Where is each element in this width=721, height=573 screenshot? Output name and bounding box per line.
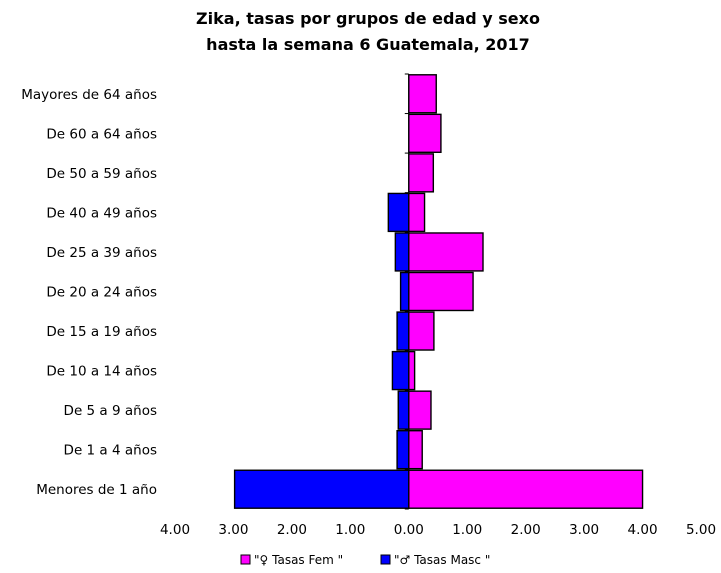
x-tick-label: 4.00 — [628, 522, 658, 538]
male-bar-5 — [399, 271, 410, 312]
chart-title-line-2: hasta la semana 6 Guatemala, 2017 — [206, 35, 530, 54]
legend-swatch — [240, 554, 251, 565]
male-bar-6 — [394, 232, 410, 272]
x-tick-label: 3.00 — [569, 522, 599, 538]
x-tick-label: 1.00 — [452, 522, 482, 538]
category-label: De 20 a 24 años — [46, 285, 157, 301]
female-bar-1 — [408, 430, 423, 470]
category-label: De 25 a 39 años — [46, 245, 157, 261]
male-bar-3 — [391, 350, 410, 391]
category-label: De 60 a 64 años — [46, 126, 157, 142]
female-bar-6 — [408, 232, 484, 272]
x-tick-label: 1.00 — [335, 522, 365, 538]
category-label: De 1 a 4 años — [64, 443, 157, 459]
legend-swatch — [380, 554, 391, 565]
female-bar-5 — [408, 271, 474, 312]
x-tick-label: 5.00 — [686, 522, 716, 538]
category-labels: Menores de 1 año De 1 a 4 años De 5 a 9 añ… — [21, 87, 157, 498]
male-bar-1 — [396, 430, 410, 470]
female-bar-2 — [408, 390, 432, 430]
bars-group — [233, 74, 644, 509]
female-bar-8 — [408, 153, 435, 193]
tick-labels: 4.00 3.00 2.00 1.00 0.00 1.00 2.00 3.00 4.00 5.00 — [160, 522, 716, 538]
category-label: Menores de 1 año — [36, 482, 157, 498]
male-bar-0 — [233, 469, 410, 509]
chart-title-line-1: Zika, tasas por grupos de edad y sexo — [196, 9, 540, 28]
category-label: De 5 a 9 años — [64, 403, 157, 419]
legend-label: "♀ Tasas Fem " — [254, 553, 343, 567]
category-label: De 40 a 49 años — [46, 205, 157, 221]
female-bar-4 — [408, 311, 435, 351]
category-label: De 15 a 19 años — [46, 324, 157, 340]
category-label: De 50 a 59 años — [46, 166, 157, 182]
x-tick-label: 4.00 — [160, 522, 190, 538]
female-bar-10 — [408, 74, 437, 114]
category-label: Mayores de 64 años — [21, 87, 157, 103]
female-bar-7 — [408, 192, 426, 233]
x-tick-label: 2.00 — [277, 522, 307, 538]
category-label: De 10 a 14 años — [46, 364, 157, 380]
x-tick-label: 3.00 — [218, 522, 248, 538]
male-bar-4 — [396, 311, 410, 351]
legend: "♀ Tasas Fem " "♂ Tasas Masc " — [240, 553, 490, 567]
female-bar-0 — [408, 469, 644, 509]
male-bar-2 — [397, 390, 410, 430]
x-tick-label: 2.00 — [511, 522, 541, 538]
legend-label: "♂ Tasas Masc " — [394, 553, 490, 567]
female-bar-3 — [408, 350, 416, 391]
x-tick-label: 0.00 — [394, 522, 424, 538]
female-bar-9 — [408, 113, 442, 153]
male-bar-7 — [387, 192, 410, 233]
axes-group — [404, 73, 410, 510]
